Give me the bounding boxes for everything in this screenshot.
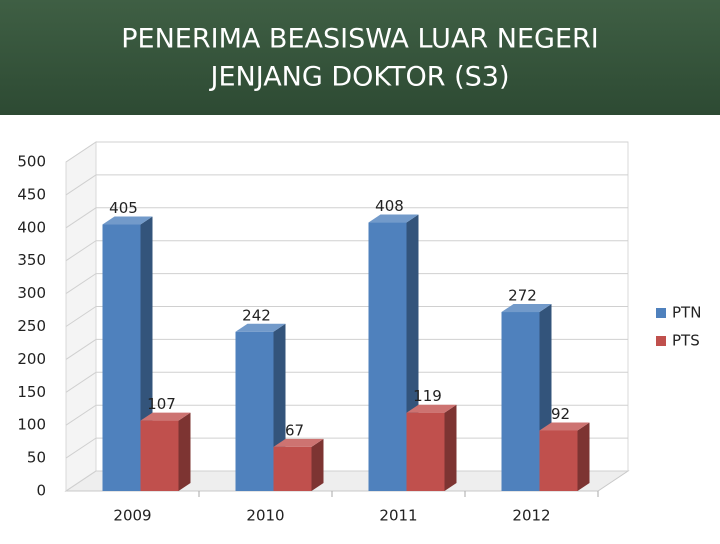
- bar: [406, 412, 445, 491]
- y-tick-label: 100: [17, 416, 46, 434]
- grid-line: [65, 174, 628, 196]
- y-tick-label: 500: [17, 153, 46, 171]
- y-tick-label: 150: [17, 383, 46, 401]
- legend-label: PTN: [672, 304, 701, 322]
- value-label: 405: [109, 199, 138, 217]
- bar-top: [539, 422, 590, 431]
- y-tick-label: 0: [36, 482, 46, 500]
- bar-top: [140, 412, 191, 421]
- grid-line: [65, 141, 628, 163]
- bar: [539, 430, 578, 491]
- bar-top: [501, 304, 552, 313]
- bar: [140, 420, 179, 491]
- bar: [501, 312, 540, 491]
- value-label: 242: [242, 306, 271, 324]
- bar: [273, 446, 312, 491]
- grid-line: [65, 371, 628, 393]
- x-tick-label: 2010: [246, 507, 284, 525]
- y-tick-label: 300: [17, 284, 46, 302]
- y-tick-label: 450: [17, 185, 46, 203]
- value-label: 107: [147, 395, 176, 413]
- title-line: PENERIMA BEASISWA LUAR NEGERI: [121, 24, 598, 55]
- value-label: 272: [508, 287, 537, 305]
- grid-line: [65, 240, 628, 262]
- legend-swatch: [656, 308, 666, 318]
- grid-line: [65, 306, 628, 327]
- y-tick-label: 50: [27, 449, 46, 467]
- bar-side: [311, 438, 324, 491]
- bar: [102, 224, 141, 491]
- y-tick-label: 250: [17, 317, 46, 335]
- grid-line: [65, 273, 628, 295]
- plot: 0 50 100 150 200 250 300 350 400 450 500 2009 405 107…: [17, 141, 701, 525]
- value-label: 92: [551, 405, 570, 423]
- title-band: [0, 0, 720, 115]
- bar-top: [406, 404, 457, 413]
- value-label: 408: [375, 197, 404, 215]
- y-tick-label: 350: [17, 251, 46, 269]
- legend-swatch: [656, 336, 666, 346]
- bar-side: [444, 404, 457, 491]
- bar-top: [273, 438, 324, 447]
- value-label: 119: [413, 387, 442, 405]
- bar-side: [577, 422, 590, 491]
- bar: [235, 331, 274, 491]
- bar-top: [368, 214, 419, 223]
- x-tick-label: 2009: [113, 507, 151, 525]
- grid-line: [65, 338, 628, 360]
- y-tick-label: 200: [17, 350, 46, 368]
- y-tick-label: 400: [17, 218, 46, 236]
- bar-top: [235, 323, 286, 332]
- value-label: 67: [285, 421, 304, 439]
- legend-label: PTS: [672, 332, 700, 350]
- grid-line: [65, 207, 628, 229]
- x-tick-label: 2011: [379, 507, 417, 525]
- x-tick-label: 2012: [512, 507, 550, 525]
- title-line: JENJANG DOKTOR (S3): [208, 62, 509, 93]
- bar-top: [102, 216, 153, 225]
- bar-side: [178, 412, 191, 491]
- bar: [368, 222, 407, 491]
